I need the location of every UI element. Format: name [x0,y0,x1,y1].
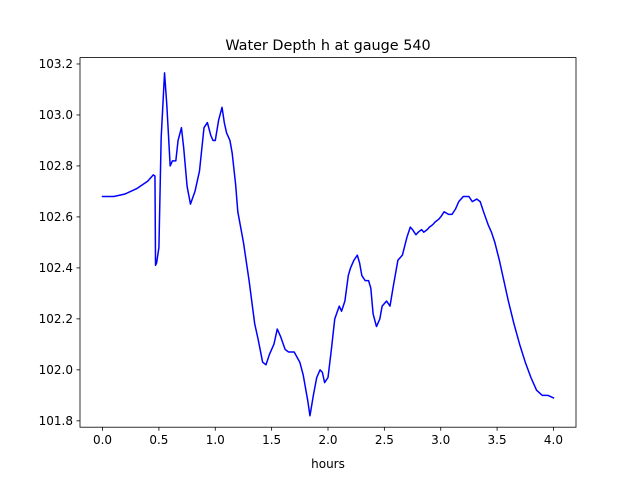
x-tick-label: 2.0 [318,433,337,447]
y-tick-label: 103.2 [39,57,73,71]
x-tick-label: 1.5 [262,433,281,447]
x-tick-label: 2.5 [375,433,394,447]
y-axis-ticks: 101.8 102.0 102.2 102.4 102.6 102.8 103.0 103.2 [39,57,80,428]
y-tick-label: 102.6 [39,210,73,224]
x-tick-label: 3.0 [431,433,450,447]
x-axis-label: hours [311,457,345,471]
chart-title: Water Depth h at gauge 540 [225,38,430,54]
x-tick-label: 0.5 [149,433,168,447]
series-line-water-depth [101,72,555,417]
y-tick-label: 102.0 [39,363,73,377]
x-tick-label: 4.0 [544,433,563,447]
y-tick-label: 101.8 [39,414,73,428]
y-tick-label: 102.2 [39,312,73,326]
x-tick-label: 1.0 [206,433,225,447]
plot-area [101,72,555,417]
x-axis-ticks: 0.0 0.5 1.0 1.5 2.0 2.5 3.0 3.5 4.0 [93,427,563,447]
y-tick-label: 103.0 [39,108,73,122]
y-tick-label: 102.8 [39,159,73,173]
x-tick-label: 0.0 [93,433,112,447]
x-tick-label: 3.5 [488,433,507,447]
y-tick-label: 102.4 [39,261,73,275]
